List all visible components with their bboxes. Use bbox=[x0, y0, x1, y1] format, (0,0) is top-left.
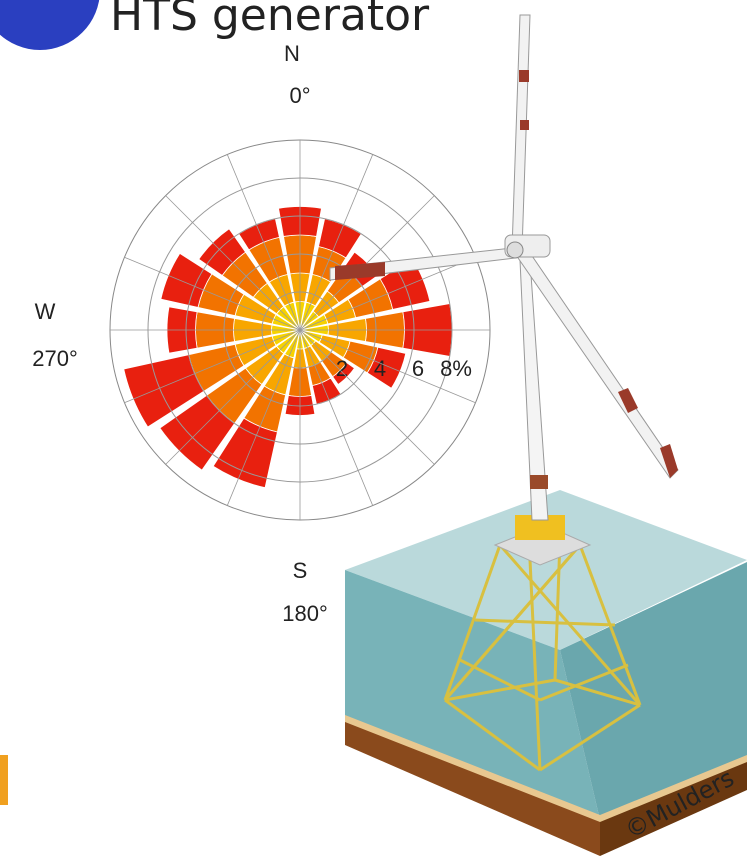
water-top bbox=[345, 490, 747, 650]
spoke bbox=[165, 329, 301, 465]
seabed-left bbox=[345, 720, 600, 856]
blade-tip bbox=[660, 444, 678, 478]
blade-tip bbox=[520, 120, 529, 130]
spoke bbox=[226, 329, 301, 506]
direction-name: S bbox=[293, 558, 308, 583]
blade-tip bbox=[618, 388, 638, 413]
spoke bbox=[226, 154, 301, 331]
blade-tip bbox=[335, 262, 385, 280]
spoke bbox=[299, 329, 476, 404]
side-icon bbox=[0, 755, 8, 805]
r-tick-label: 6 bbox=[412, 356, 424, 381]
turbine-illustration bbox=[329, 14, 747, 856]
spoke bbox=[124, 329, 301, 404]
r-tick-label: 8% bbox=[440, 356, 472, 381]
logo-circle bbox=[0, 0, 100, 50]
r-tick-label: 4 bbox=[374, 356, 386, 381]
spoke bbox=[299, 195, 435, 331]
direction-angle: 180° bbox=[282, 601, 328, 626]
spoke bbox=[124, 256, 301, 331]
title: HTS generator bbox=[110, 0, 430, 41]
direction-name: W bbox=[35, 299, 56, 324]
spoke bbox=[165, 195, 301, 331]
rose-segment bbox=[160, 252, 213, 308]
water-right bbox=[560, 562, 747, 820]
spoke bbox=[299, 256, 476, 331]
rose-segment bbox=[212, 417, 278, 489]
blade bbox=[511, 14, 531, 251]
spoke bbox=[299, 154, 374, 331]
direction-name: N bbox=[284, 41, 300, 66]
direction-angle: 270° bbox=[32, 346, 78, 371]
blade-tip bbox=[519, 70, 529, 82]
direction-angle: 0° bbox=[289, 83, 310, 108]
seabed-right bbox=[600, 760, 747, 856]
tower-band bbox=[530, 475, 548, 489]
sand bbox=[345, 715, 747, 822]
spoke bbox=[299, 329, 374, 506]
hub bbox=[506, 241, 524, 259]
r-tick-label: 2 bbox=[336, 356, 348, 381]
wind-rose: 2 4 6 8% bbox=[109, 139, 491, 521]
spoke bbox=[299, 329, 435, 465]
jacket bbox=[443, 539, 642, 772]
rose-segment bbox=[366, 346, 407, 389]
